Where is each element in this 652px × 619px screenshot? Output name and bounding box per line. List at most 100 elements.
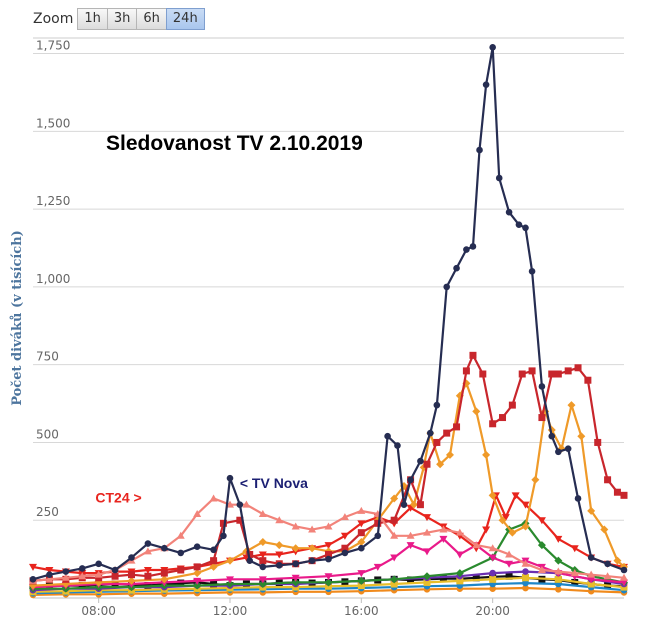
data-point [587, 576, 596, 584]
data-point [236, 501, 244, 508]
data-point [511, 492, 520, 500]
data-point [501, 514, 510, 522]
data-point [62, 568, 70, 575]
zoom-24h-button[interactable]: 24h [165, 8, 205, 30]
data-point [613, 556, 622, 565]
data-point [554, 556, 563, 565]
data-point [482, 81, 490, 88]
data-point [498, 516, 507, 525]
data-point [423, 548, 431, 556]
data-point [324, 573, 333, 581]
data-point [505, 550, 514, 558]
series-group [29, 44, 628, 599]
data-point [161, 544, 168, 552]
data-point [577, 432, 586, 441]
data-point [488, 491, 497, 500]
data-point [341, 544, 349, 552]
data-point [400, 501, 408, 508]
data-point [259, 563, 267, 571]
data-point [538, 383, 546, 390]
data-point [554, 575, 562, 583]
data-point [528, 268, 536, 275]
zoom-6h-button[interactable]: 6h [136, 8, 167, 30]
data-point [584, 376, 592, 384]
data-point [390, 580, 398, 588]
data-point [219, 519, 227, 527]
data-point [479, 370, 487, 378]
data-point [587, 506, 596, 515]
data-point [275, 516, 284, 524]
data-point [128, 571, 135, 579]
zoom-1h-button[interactable]: 1h [77, 8, 108, 30]
annotation-ct24: CT24 > [95, 490, 141, 506]
data-point [95, 574, 103, 582]
data-point [538, 414, 546, 422]
y-tick-label: 1,250 [36, 194, 70, 208]
data-point [340, 513, 349, 521]
x-tick-label: 16:00 [344, 604, 379, 618]
data-point [489, 575, 497, 583]
data-point [78, 565, 86, 572]
data-point [357, 570, 366, 578]
data-point [275, 551, 284, 559]
data-point [433, 401, 441, 409]
data-point [439, 525, 448, 533]
data-point [574, 364, 582, 372]
data-point [472, 407, 481, 416]
chart-title: Sledovanost TV 2.10.2019 [106, 132, 363, 155]
data-point [374, 532, 382, 540]
data-point [390, 575, 399, 584]
data-point [416, 501, 424, 509]
data-point [603, 572, 612, 580]
data-point [236, 516, 244, 524]
data-point [143, 567, 152, 574]
data-point [61, 573, 70, 581]
data-point [489, 569, 496, 577]
data-point [417, 457, 424, 465]
data-point [423, 572, 431, 581]
data-point [258, 576, 267, 584]
data-point [463, 246, 470, 253]
data-point [324, 578, 333, 587]
data-point [443, 283, 451, 291]
data-point [160, 575, 169, 584]
data-point [291, 578, 300, 587]
data-point [324, 522, 333, 530]
data-point [374, 519, 382, 527]
data-point [193, 569, 202, 578]
data-point [455, 528, 464, 536]
data-point [455, 551, 464, 559]
data-point [426, 429, 434, 437]
data-point [246, 557, 253, 564]
x-tick-label: 08:00 [81, 604, 116, 618]
data-point [384, 432, 391, 440]
data-point [482, 526, 491, 534]
data-point [423, 514, 431, 522]
data-point [574, 495, 582, 502]
data-point [495, 174, 503, 182]
data-point [258, 538, 267, 546]
data-point [439, 535, 448, 543]
data-point [515, 221, 523, 228]
data-point [521, 501, 530, 509]
data-point [604, 476, 612, 484]
data-point [144, 572, 152, 580]
data-point [308, 557, 316, 564]
data-point [111, 566, 119, 574]
data-point [78, 572, 87, 580]
data-point [423, 460, 431, 468]
data-point [555, 448, 562, 456]
series-line [32, 497, 625, 582]
y-tick-label: 1,750 [36, 39, 70, 53]
x-tick-label: 12:00 [213, 604, 248, 618]
data-point [564, 445, 572, 452]
data-point [226, 580, 234, 588]
data-point [462, 367, 470, 375]
data-point [127, 576, 136, 585]
data-point [407, 576, 415, 584]
y-tick-label: 1,500 [36, 116, 70, 130]
series-line [33, 522, 625, 590]
data-point [537, 566, 546, 573]
data-point [193, 510, 202, 517]
data-point [439, 575, 447, 583]
